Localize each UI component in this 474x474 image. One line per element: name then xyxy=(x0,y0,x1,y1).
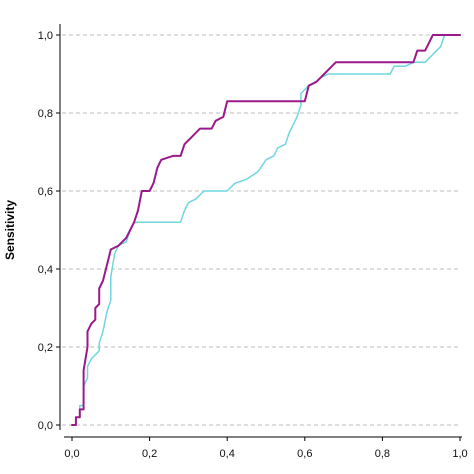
y-tick-label-4: 0,8 xyxy=(38,108,53,120)
series-layer xyxy=(71,34,461,426)
x-tick-label-4: 0,8 xyxy=(375,448,390,460)
x-tick-label-3: 0,6 xyxy=(297,448,312,460)
x-tick-label-2: 0,4 xyxy=(220,448,235,460)
y-tick-label-3: 0,6 xyxy=(38,186,53,198)
grid-lines xyxy=(62,34,460,426)
y-tick-label-5: 1,0 xyxy=(38,30,53,42)
series-line-0 xyxy=(71,34,461,426)
y-tick-label-0: 0,0 xyxy=(38,420,53,432)
series-line-1 xyxy=(71,34,461,426)
x-tick-label-1: 0,2 xyxy=(142,448,157,460)
tick-labels: 0,0 0,2 0,4 0,6 0,8 1,0 0,0 0,2 0,4 0,6 0,8 1,0 xyxy=(38,30,468,460)
x-tick-label-5: 1,0 xyxy=(452,448,467,460)
y-tick-label-1: 0,2 xyxy=(38,342,53,354)
x-tick-label-0: 0,0 xyxy=(64,448,79,460)
y-axis-title: Sensitivity xyxy=(3,200,17,260)
y-tick-label-2: 0,4 xyxy=(38,264,53,276)
axes xyxy=(56,24,462,441)
